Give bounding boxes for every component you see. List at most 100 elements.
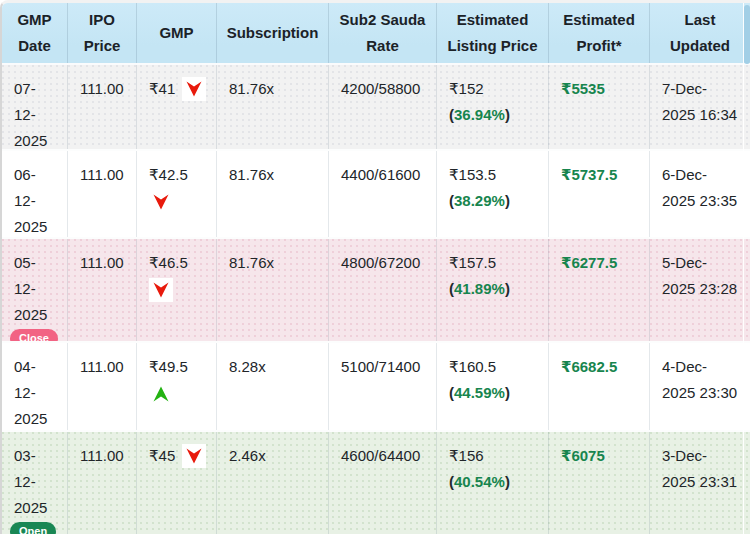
listing-price-cell: ₹156 (40.54%): [437, 432, 549, 534]
listing-percent-value: 38.29%: [454, 192, 505, 209]
column-header-label: IPO Price: [72, 7, 132, 60]
column-header-label: Estimated Listing Price: [441, 7, 544, 60]
listing-price-value: ₹160.5: [449, 354, 540, 380]
gmp-date: 07-12-2025: [14, 76, 47, 149]
sauda-rate-value: 4400/61600: [341, 166, 420, 183]
ipo-price: 111.00: [80, 358, 124, 375]
column-header-label: GMP Date: [6, 7, 63, 60]
estimated-profit-value: ₹6075: [561, 447, 605, 464]
status-badge: Close: [10, 329, 58, 341]
estimated-profit-cell: ₹6682.5: [549, 343, 650, 430]
scrollbar-thumb[interactable]: [744, 5, 750, 64]
paren-close: ): [505, 384, 510, 401]
column-header-listing-price: Estimated Listing Price: [437, 3, 549, 63]
ipo-price: 111.00: [80, 447, 124, 464]
last-updated-cell: 6-Dec-2025 23:35: [650, 151, 750, 237]
subscription-value: 81.76x: [229, 166, 274, 183]
subscription-value: 8.28x: [229, 358, 266, 375]
column-header-sauda-rate: Sub2 Sauda Rate: [329, 3, 437, 63]
gmp-value: ₹45: [149, 443, 175, 469]
ipo-price-cell: 111.00: [68, 239, 137, 341]
estimated-profit-value: ₹6682.5: [561, 358, 617, 375]
listing-percent-value: 41.89%: [454, 280, 505, 297]
last-updated: 4-Dec-2025 23:30: [662, 354, 742, 406]
ipo-price: 111.00: [80, 166, 124, 183]
sauda-rate-cell: 4400/61600: [329, 151, 437, 237]
column-header-gmp-date: GMP Date: [2, 3, 68, 63]
column-header-label: Last Updated: [654, 7, 746, 60]
sauda-rate-value: 5100/71400: [341, 358, 420, 375]
estimated-profit-value: ₹6277.5: [561, 254, 617, 271]
listing-percent-line: (40.54%): [449, 469, 540, 495]
column-header-last-updated: Last Updated: [650, 3, 750, 63]
paren-close: ): [505, 473, 510, 490]
sauda-rate-cell: 4200/58800: [329, 65, 437, 149]
table-row: 07-12-2025 111.00 ₹41 81.76x 4200/58800 …: [2, 65, 750, 151]
ipo-price-cell: 111.00: [68, 432, 137, 534]
gmp-date-cell: 06-12-2025: [2, 151, 68, 237]
listing-percent-line: (41.89%): [449, 276, 540, 302]
column-header-ipo-price: IPO Price: [68, 3, 137, 63]
ipo-price-cell: 111.00: [68, 343, 137, 430]
estimated-profit-cell: ₹6277.5: [549, 239, 650, 341]
ipo-price-cell: 111.00: [68, 151, 137, 237]
paren-close: ): [505, 106, 510, 123]
table-row: 04-12-2025 111.00 ₹49.5 8.28x 5100/71400…: [2, 343, 750, 432]
subscription-value: 81.76x: [229, 80, 274, 97]
listing-percent-line: (44.59%): [449, 380, 540, 406]
listing-price-cell: ₹157.5 (41.89%): [437, 239, 549, 341]
subscription-cell: 8.28x: [217, 343, 329, 430]
paren-close: ): [505, 192, 510, 209]
gmp-cell: ₹42.5: [137, 151, 217, 237]
ipo-price: 111.00: [80, 254, 124, 271]
ipo-price-cell: 111.00: [68, 65, 137, 149]
gmp-value: ₹49.5: [149, 354, 208, 380]
subscription-cell: 81.76x: [217, 239, 329, 341]
column-header-label: Estimated Profit*: [553, 7, 645, 60]
subscription-cell: 81.76x: [217, 151, 329, 237]
gmp-date-cell: 03-12-2025 Open: [2, 432, 68, 534]
sauda-rate-cell: 5100/71400: [329, 343, 437, 430]
gmp-value: ₹46.5: [149, 250, 188, 276]
sauda-rate-value: 4200/58800: [341, 80, 420, 97]
last-updated: 5-Dec-2025 23:28: [662, 250, 742, 302]
gmp-date: 06-12-2025: [14, 162, 47, 237]
ipo-price: 111.00: [80, 80, 124, 97]
listing-price-value: ₹152: [449, 76, 540, 102]
gmp-date-cell: 07-12-2025: [2, 65, 68, 149]
estimated-profit-value: ₹5535: [561, 80, 605, 97]
gmp-down-arrow-icon: [182, 444, 206, 468]
table-row: 03-12-2025 Open 111.00 ₹45 2.46x 4600/64…: [2, 432, 750, 534]
gmp-date: 03-12-2025: [14, 443, 47, 521]
sauda-rate-value: 4800/67200: [341, 254, 420, 271]
last-updated-cell: 7-Dec-2025 16:34: [650, 65, 750, 149]
table-row: 06-12-2025 111.00 ₹42.5 81.76x 4400/6160…: [2, 151, 750, 239]
paren-close: ): [505, 280, 510, 297]
column-header-label: Sub2 Sauda Rate: [333, 7, 432, 60]
subscription-value: 2.46x: [229, 447, 266, 464]
gmp-cell: ₹45: [137, 432, 217, 534]
gmp-value: ₹42.5: [149, 162, 188, 188]
column-header-label: Subscription: [227, 20, 319, 46]
column-header-gmp: GMP: [137, 3, 217, 63]
gmp-date-cell: 04-12-2025: [2, 343, 68, 430]
sauda-rate-cell: 4800/67200: [329, 239, 437, 341]
listing-price-value: ₹156: [449, 443, 540, 469]
gmp-down-arrow-icon: [149, 190, 173, 214]
estimated-profit-cell: ₹6075: [549, 432, 650, 534]
last-updated: 7-Dec-2025 16:34: [662, 76, 742, 128]
column-header-subscription: Subscription: [217, 3, 329, 63]
gmp-down-arrow-icon: [182, 77, 206, 101]
last-updated: 3-Dec-2025 23:31: [662, 443, 742, 495]
column-header-profit: Estimated Profit*: [549, 3, 650, 63]
sauda-rate-value: 4600/64400: [341, 447, 420, 464]
status-badge: Open: [10, 522, 56, 534]
gmp-cell: ₹49.5: [137, 343, 217, 430]
listing-percent-value: 44.59%: [454, 384, 505, 401]
last-updated: 6-Dec-2025 23:35: [662, 162, 742, 214]
subscription-cell: 81.76x: [217, 65, 329, 149]
gmp-value: ₹41: [149, 76, 175, 102]
subscription-cell: 2.46x: [217, 432, 329, 534]
table-row: 05-12-2025 Close 111.00 ₹46.5 81.76x 480…: [2, 239, 750, 343]
estimated-profit-cell: ₹5535: [549, 65, 650, 149]
